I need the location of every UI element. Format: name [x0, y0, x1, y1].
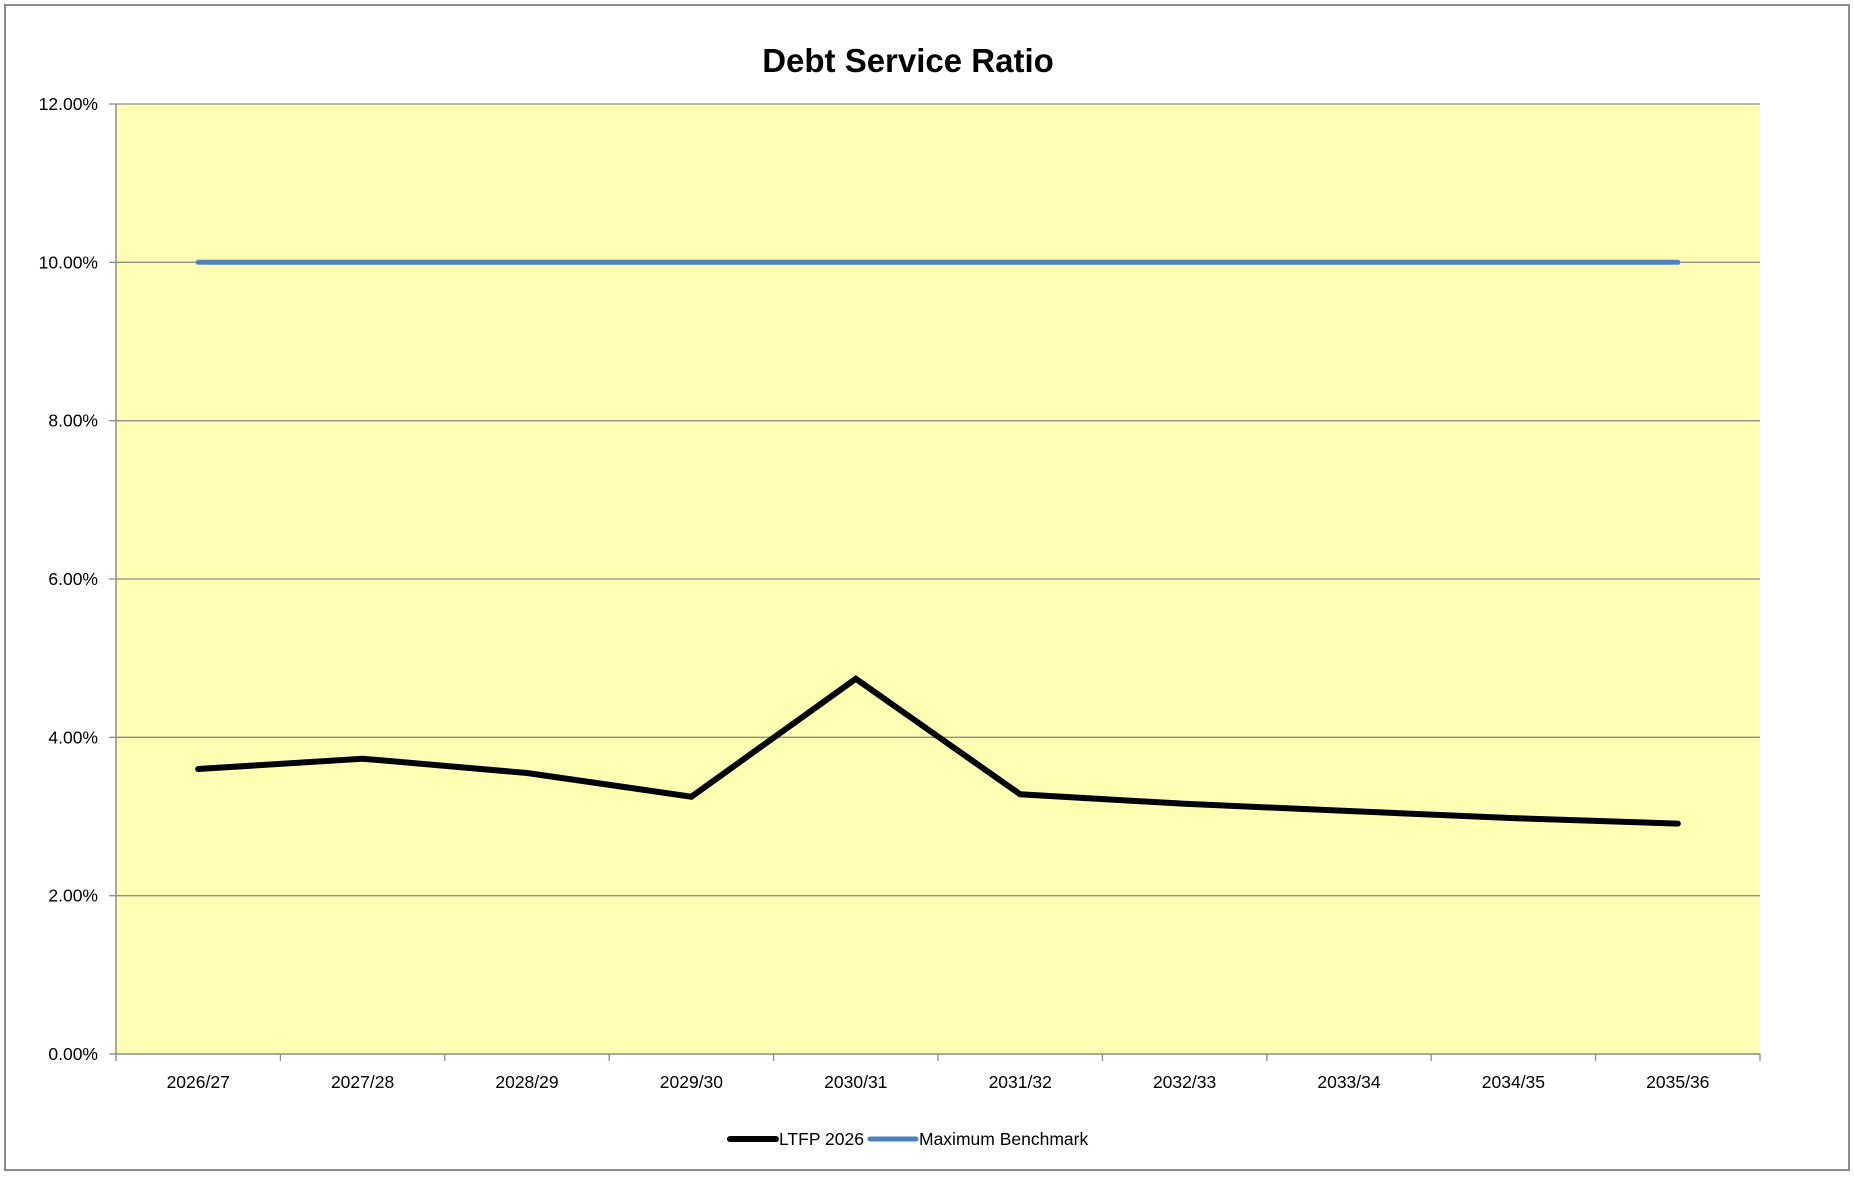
y-tick-label: 2.00%: [48, 886, 98, 906]
x-tick-label: 2029/30: [660, 1072, 724, 1092]
x-tick-label: 2034/35: [1482, 1072, 1545, 1092]
y-tick-label: 6.00%: [48, 569, 98, 589]
y-tick-label: 0.00%: [48, 1044, 98, 1064]
chart-title: Debt Service Ratio: [762, 42, 1054, 79]
x-tick-label: 2033/34: [1317, 1072, 1381, 1092]
x-tick-label: 2031/32: [989, 1072, 1052, 1092]
x-tick-label: 2032/33: [1153, 1072, 1216, 1092]
y-tick-label: 8.00%: [48, 411, 98, 431]
legend-label-ltfp-2026: LTFP 2026: [779, 1129, 864, 1149]
y-tick-label: 10.00%: [39, 252, 98, 272]
y-tick-label: 12.00%: [39, 94, 98, 114]
y-tick-label: 4.00%: [48, 727, 98, 747]
x-tick-label: 2027/28: [331, 1072, 394, 1092]
x-tick-label: 2026/27: [167, 1072, 230, 1092]
x-tick-label: 2030/31: [824, 1072, 887, 1092]
legend-label-maximum-benchmark: Maximum Benchmark: [919, 1129, 1088, 1149]
x-tick-label: 2035/36: [1646, 1072, 1709, 1092]
x-tick-label: 2028/29: [495, 1072, 558, 1092]
